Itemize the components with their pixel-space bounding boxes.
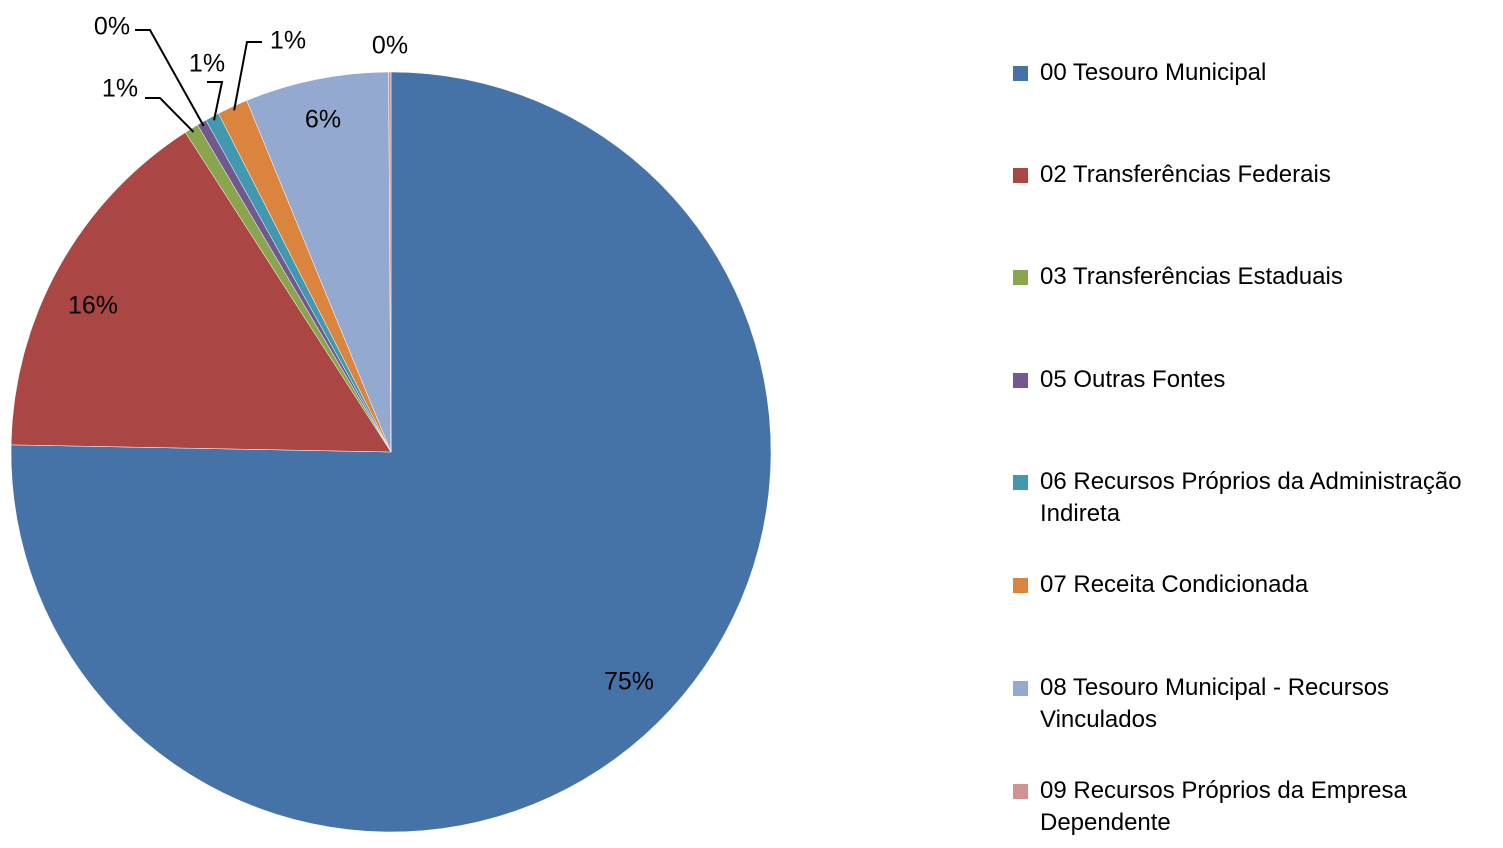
leader-line (207, 81, 224, 121)
data-label: 16% (68, 292, 118, 320)
legend-label: 06 Recursos Próprios da Administração In… (1040, 468, 1462, 527)
legend-swatch (1013, 270, 1028, 285)
pie-slice (10, 132, 392, 453)
legend-label: 03 Transferências Estaduais (1040, 263, 1343, 290)
legend-swatch (1013, 578, 1028, 593)
legend-label: 02 Transferências Federais (1040, 161, 1331, 188)
legend-swatch (1013, 784, 1028, 799)
data-label: 0% (94, 13, 130, 41)
data-label: 75% (604, 668, 654, 696)
legend-label: 07 Receita Condicionada (1040, 571, 1309, 598)
legend-label: 09 Recursos Próprios da Empresa Dependen… (1040, 777, 1407, 836)
legend-swatch (1013, 168, 1028, 183)
data-label: 1% (189, 50, 225, 78)
pie-slice (388, 71, 392, 453)
pie-slice (246, 71, 392, 453)
legend-label: 05 Outras Fontes (1040, 366, 1226, 393)
data-label: 6% (305, 106, 341, 134)
leader-line (135, 29, 205, 127)
legend-swatch (1013, 475, 1028, 490)
data-label: 1% (102, 75, 138, 103)
leader-line (145, 97, 195, 133)
legend-label: 08 Tesouro Municipal - Recursos Vinculad… (1040, 674, 1390, 733)
data-label: 0% (372, 32, 408, 60)
pie-area: 75% 16% 1% 0% 1% 1% 6% 0% (10, 13, 772, 833)
legend-swatch (1013, 681, 1028, 696)
legend-swatch (1013, 66, 1028, 81)
data-label: 1% (270, 27, 306, 55)
leader-line (233, 41, 262, 111)
legend-swatch (1013, 373, 1028, 388)
legend-label: 00 Tesouro Municipal (1040, 59, 1267, 86)
